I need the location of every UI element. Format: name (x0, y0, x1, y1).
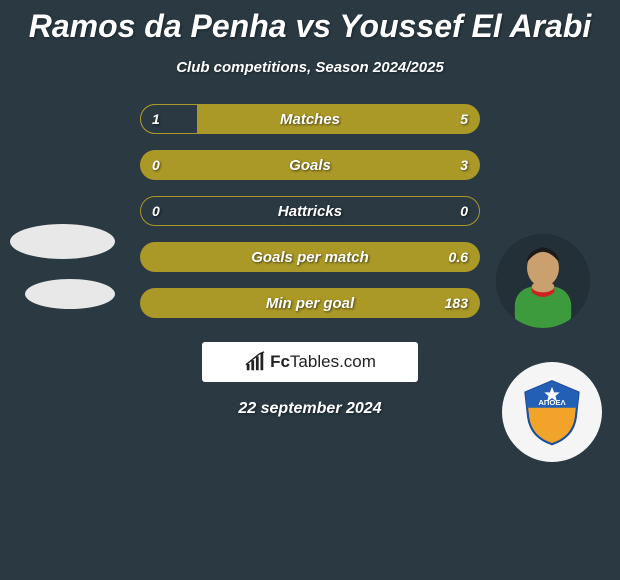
stat-value-right: 183 (445, 288, 468, 318)
chart-icon (244, 351, 266, 373)
left-player-avatar-placeholder (10, 224, 115, 259)
page-title: Ramos da Penha vs Youssef El Arabi (0, 0, 620, 45)
comparison-container: ΑΠΟΕΛ 15Matches03Goals00Hattricks0.6Goal… (0, 104, 620, 318)
crest-text: ΑΠΟΕΛ (538, 398, 566, 407)
stat-value-right: 0 (460, 196, 468, 226)
stat-row: 15Matches (140, 104, 480, 134)
brand-suffix: Tables.com (290, 352, 376, 371)
brand-badge: FcTables.com (202, 342, 418, 382)
stat-bar-bg (140, 150, 480, 180)
stat-value-left: 1 (152, 104, 160, 134)
stat-bar-left-fill (140, 104, 197, 134)
stat-value-right: 5 (460, 104, 468, 134)
stat-row: 0.6Goals per match (140, 242, 480, 272)
stat-value-left: 0 (152, 150, 160, 180)
stat-value-left: 0 (152, 196, 160, 226)
page-subtitle: Club competitions, Season 2024/2025 (0, 59, 620, 76)
left-club-crest-placeholder (25, 279, 115, 309)
right-club-crest: ΑΠΟΕΛ (502, 362, 602, 462)
brand-prefix: Fc (270, 352, 290, 371)
stat-value-right: 3 (460, 150, 468, 180)
stat-bar-bg (140, 242, 480, 272)
stat-row: 183Min per goal (140, 288, 480, 318)
stat-row: 03Goals (140, 150, 480, 180)
stat-bars: 15Matches03Goals00Hattricks0.6Goals per … (140, 104, 480, 318)
stat-row: 00Hattricks (140, 196, 480, 226)
stat-value-right: 0.6 (449, 242, 468, 272)
stat-bar-bg (140, 196, 480, 226)
right-player-avatar (496, 234, 590, 328)
stat-bar-bg (140, 288, 480, 318)
